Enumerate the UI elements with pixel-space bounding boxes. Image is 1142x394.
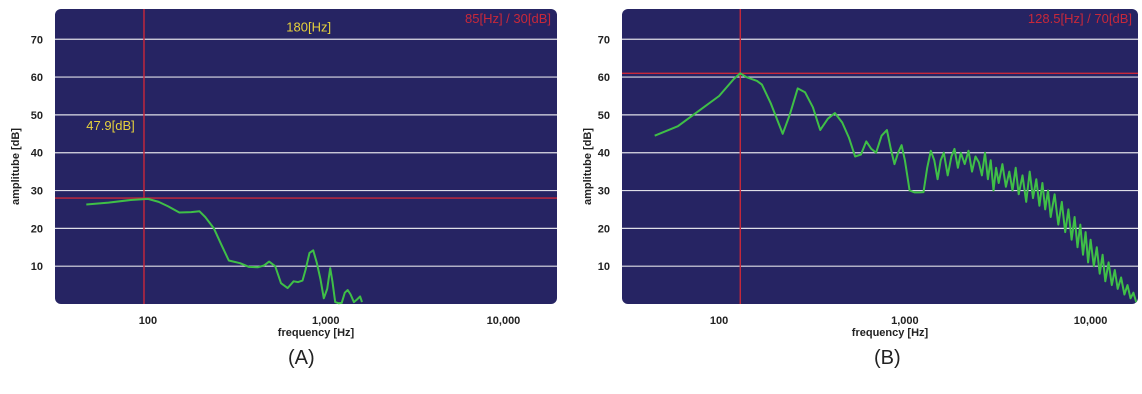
y-tick-label: 20	[31, 223, 43, 235]
series-line-0	[654, 72, 1138, 303]
y-axis-label: amplitube [dB]	[582, 128, 594, 205]
x-tick-label: 1,000	[891, 315, 919, 327]
plot-background	[622, 9, 1138, 304]
cursor-readout: 128.5[Hz] / 70[dB]	[1028, 11, 1132, 26]
x-axis-label: frequency [Hz]	[852, 327, 929, 339]
caption-a: (A)	[288, 347, 315, 369]
y-axis-label: amplitube [dB]	[10, 128, 22, 205]
x-tick-label: 100	[710, 315, 728, 327]
x-tick-label: 10,000	[487, 315, 521, 327]
y-tick-label: 10	[31, 261, 43, 273]
series-line-0	[86, 197, 363, 305]
chart-b-svg: 10 20 30 40 50 60 70 100 1,000 10,000 frequency [H…	[582, 9, 1138, 339]
y-tick-label: 40	[31, 148, 43, 160]
y-tick-label: 60	[31, 72, 43, 84]
x-tick-label: 10,000	[1074, 315, 1108, 327]
y-tick-label: 70	[31, 34, 43, 46]
chart-a-svg: 10 20 30 40 50 60 70 100 1,000 10,000 frequency [H…	[10, 9, 557, 339]
y-tick-label: 30	[598, 186, 610, 198]
y-tick-label: 50	[31, 110, 43, 122]
y-tick-label: 60	[598, 72, 610, 84]
y-tick-label: 10	[598, 261, 610, 273]
x-axis-label: frequency [Hz]	[278, 327, 355, 339]
y-tick-label: 40	[598, 148, 610, 160]
y-tick-label: 30	[31, 186, 43, 198]
chart-panel-a: 10 20 30 40 50 60 70 100 1,000 10,000 frequency [H…	[0, 0, 560, 394]
y-tick-label: 70	[598, 34, 610, 46]
y-tick-label: 50	[598, 110, 610, 122]
x-tick-label: 1,000	[312, 315, 340, 327]
x-tick-label: 100	[139, 315, 157, 327]
plot-background	[55, 9, 557, 304]
caption-b: (B)	[874, 347, 901, 369]
annotation-label: 47.9[dB]	[86, 118, 134, 133]
y-tick-label: 20	[598, 223, 610, 235]
annotation-label: 180[Hz]	[286, 20, 331, 35]
chart-panel-b: 10 20 30 40 50 60 70 100 1,000 10,000 frequency [H…	[572, 0, 1142, 394]
cursor-readout: 85[Hz] / 30[dB]	[465, 11, 551, 26]
